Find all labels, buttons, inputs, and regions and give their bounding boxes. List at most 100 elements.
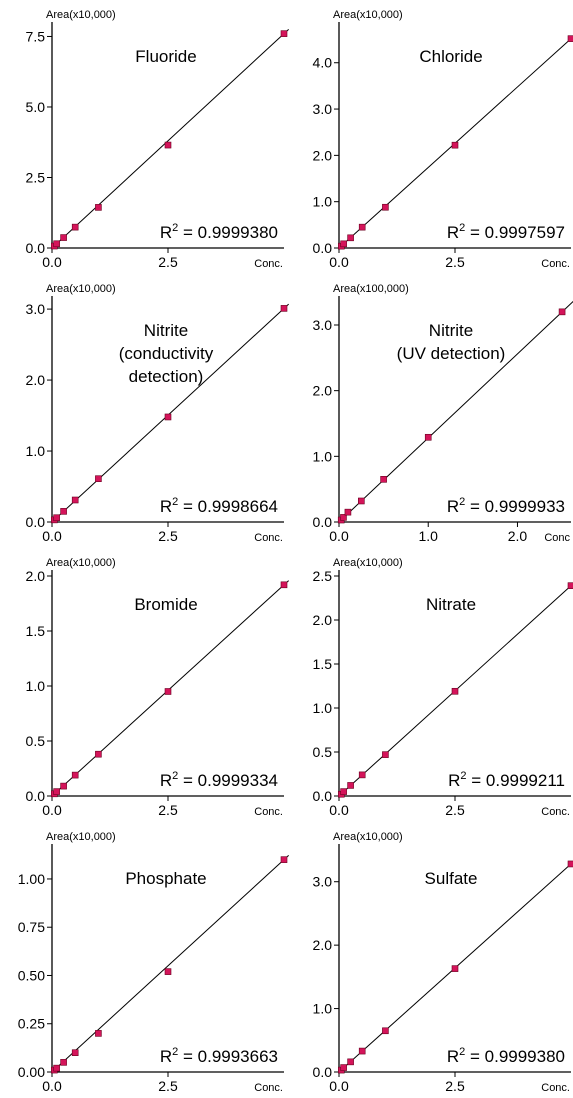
chart-title: Phosphate bbox=[125, 869, 206, 888]
y-tick-label: 0.0 bbox=[26, 788, 46, 804]
data-point bbox=[280, 30, 288, 37]
y-tick-label: 1.0 bbox=[26, 678, 46, 694]
fit-line bbox=[338, 300, 573, 523]
y-tick-label: 2.0 bbox=[26, 372, 46, 388]
chart-nitrate: 0.00.51.01.52.02.50.0 2.5Area(x10,000)Con… bbox=[313, 557, 573, 818]
r-squared-label: R2 = 0.9998664 bbox=[160, 496, 278, 516]
data-point bbox=[280, 856, 288, 863]
data-point bbox=[424, 433, 432, 441]
chart-panel-nitrite-uv: 0.0 1.0 2.0 3.0 0.0 1.0 2.0 Area(x100,000) Conc N… bbox=[287, 274, 573, 548]
r-squared-label: R2 = 0.9999933 bbox=[447, 496, 565, 516]
chart-bromide: 0.0 0.5 1.0 1.5 2.0 0.0 2.5 Area(x10,000) Conc. B… bbox=[26, 557, 289, 818]
y-tick-label: 1.0 bbox=[313, 194, 333, 210]
x-axis-label: Conc. bbox=[254, 258, 283, 270]
x-tick-label: 2.5 bbox=[445, 1078, 465, 1094]
chart-title: Fluoride bbox=[135, 47, 196, 66]
r-squared-value: = 0.9999380 bbox=[178, 223, 278, 242]
r-squared-symbol: R bbox=[160, 1047, 172, 1066]
y-tick-label: 0.0 bbox=[313, 1064, 333, 1080]
data-point bbox=[451, 965, 459, 972]
chart-title: (UV detection) bbox=[397, 344, 506, 363]
y-axis-label: Area(x10,000) bbox=[333, 831, 403, 843]
data-point bbox=[53, 240, 60, 248]
x-axis-label: Conc. bbox=[541, 1082, 570, 1094]
r-squared-exponent: 2 bbox=[172, 222, 178, 234]
x-tick-label: 2.5 bbox=[158, 1078, 178, 1094]
data-point bbox=[347, 234, 354, 242]
data-point bbox=[347, 1058, 354, 1066]
x-tick-label: 2.5 bbox=[158, 254, 178, 270]
chart-panel-nitrite-conductivity: 0.0 1.0 2.0 3.0 0.0 2.5 Area(x10,000) Conc. Nitr… bbox=[0, 274, 289, 548]
r-squared-exponent: 2 bbox=[459, 222, 465, 234]
y-tick-label: 3.0 bbox=[313, 874, 333, 890]
x-tick-label: 0.0 bbox=[42, 528, 62, 544]
chart-panel-bromide: 0.0 0.5 1.0 1.5 2.0 0.0 2.5 Area(x10,000) Conc. B… bbox=[0, 548, 289, 822]
chart-title: Sulfate bbox=[425, 869, 478, 888]
r-squared-symbol: R bbox=[447, 497, 459, 516]
x-tick-label: 0.0 bbox=[329, 528, 349, 544]
chart-chloride: 0.0 1.0 2.0 3.0 4.0 0.0 2.5 Area(x10,000) Conc. C… bbox=[313, 9, 573, 270]
y-tick-label: 0.5 bbox=[26, 733, 46, 749]
y-tick-label: 2.5 bbox=[26, 169, 46, 185]
data-point bbox=[358, 1047, 366, 1055]
r-squared-exponent: 2 bbox=[172, 770, 178, 782]
data-point bbox=[164, 968, 172, 975]
x-tick-label: 0.0 bbox=[42, 1078, 62, 1094]
r-squared-exponent: 2 bbox=[460, 770, 466, 782]
data-point bbox=[382, 1027, 389, 1035]
data-point bbox=[71, 223, 79, 231]
chart-title: Nitrite bbox=[429, 321, 473, 340]
chart-panel-nitrate: 0.0 0.5 1.0 1.5 2.0 2.5 0.0 2.5 Area(x10,000) Con… bbox=[287, 548, 573, 822]
data-point bbox=[164, 413, 172, 421]
y-axis-label: Area(x10,000) bbox=[333, 9, 403, 21]
x-tick-label: 1.0 bbox=[418, 528, 438, 544]
y-axis-label: Area(x10,000) bbox=[333, 557, 403, 569]
y-tick-label: 0.25 bbox=[18, 1016, 45, 1032]
y-tick-label: 0.0 bbox=[313, 514, 333, 530]
y-tick-label: 3.0 bbox=[313, 317, 333, 333]
y-tick-label: 2.5 bbox=[313, 568, 333, 584]
y-tick-label: 0.0 bbox=[313, 788, 333, 804]
r-squared-value: = 0.9999334 bbox=[178, 771, 278, 790]
data-point bbox=[451, 687, 459, 695]
y-tick-label: 0.0 bbox=[26, 240, 46, 256]
r-squared-value: = 0.9999211 bbox=[467, 771, 565, 790]
x-tick-label: 0.0 bbox=[329, 1078, 349, 1094]
data-point bbox=[358, 223, 366, 231]
y-tick-label: 7.5 bbox=[26, 28, 46, 44]
x-tick-label: 2.5 bbox=[158, 528, 178, 544]
r-squared-label: R2 = 0.9999211 bbox=[448, 770, 565, 790]
y-tick-label: 0.00 bbox=[18, 1064, 45, 1080]
r-squared-label: R2 = 0.9999334 bbox=[160, 770, 278, 790]
y-tick-label: 1.0 bbox=[26, 443, 46, 459]
r-squared-value: = 0.9998664 bbox=[178, 497, 278, 516]
chart-panel-sulfate: 0.0 1.0 2.0 3.0 0.0 2.5 Area(x10,000) Conc. Sulf… bbox=[287, 822, 573, 1098]
chart-sulfate: 0.0 1.0 2.0 3.0 0.0 2.5 Area(x10,000) Conc. Sulf… bbox=[313, 831, 573, 1094]
y-tick-label: 0.0 bbox=[313, 240, 333, 256]
chart-title: Nitrite bbox=[144, 321, 188, 340]
data-point bbox=[567, 35, 573, 42]
y-axis-label: Area(x10,000) bbox=[46, 831, 116, 843]
data-point bbox=[567, 582, 573, 589]
data-point bbox=[340, 1064, 347, 1071]
data-point bbox=[95, 204, 102, 211]
y-tick-label: 0.75 bbox=[18, 919, 45, 935]
data-point bbox=[53, 788, 60, 795]
fit-line bbox=[338, 36, 573, 249]
y-tick-label: 3.0 bbox=[26, 301, 46, 317]
r-squared-label: R2 = 0.9999380 bbox=[447, 1046, 565, 1066]
x-tick-label: 2.0 bbox=[508, 528, 528, 544]
y-tick-label: 5.0 bbox=[26, 99, 46, 115]
r-squared-exponent: 2 bbox=[459, 1046, 465, 1058]
chart-title: detection) bbox=[129, 367, 204, 386]
chart-phosphate: 0.00 0.25 0.50 0.75 1.00 0.0 2.5 Area(x10,000) C… bbox=[18, 831, 289, 1094]
chart-title: Nitrate bbox=[426, 595, 476, 614]
y-tick-label: 0.50 bbox=[18, 967, 45, 983]
data-point bbox=[164, 141, 172, 149]
data-point bbox=[60, 234, 67, 241]
y-tick-label: 0.5 bbox=[313, 744, 333, 760]
r-squared-label: R2 = 0.9993663 bbox=[160, 1046, 278, 1066]
chart-panel-chloride: 0.0 1.0 2.0 3.0 4.0 0.0 2.5 Area(x10,000) Conc. C… bbox=[287, 0, 573, 274]
data-point bbox=[380, 476, 387, 483]
chart-fluoride: 0.0 2.5 5.0 7.5 0.0 2.5 Area(x10,000) Conc. Fluo… bbox=[26, 9, 289, 270]
